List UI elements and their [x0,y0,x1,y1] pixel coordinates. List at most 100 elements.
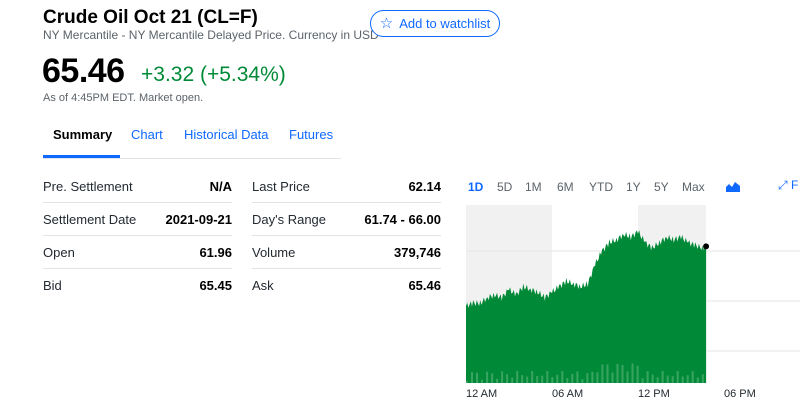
volume-bar [576,371,579,383]
volume-bar [571,373,574,383]
intraday-price-chart [466,205,800,383]
range-1y[interactable]: 1Y [626,180,641,194]
last-price-marker [703,243,710,250]
volume-bar [586,373,589,383]
range-1d[interactable]: 1D [468,180,484,194]
stat-value: 62.14 [408,178,441,194]
range-5d[interactable]: 5D [497,180,513,194]
stat-row: Last Price 62.14 [252,170,441,203]
stat-value: 379,746 [394,244,441,260]
volume-bar [591,371,594,383]
volume-bar [551,377,554,383]
volume-bar [596,372,599,383]
volume-bar [486,371,489,383]
range-ytd[interactable]: YTD [589,180,613,194]
stat-label: Day's Range [252,211,327,227]
range-1m[interactable]: 1M [525,180,542,194]
volume-bar [581,379,584,383]
stat-row: Ask 65.46 [252,269,441,302]
volume-bar [606,364,609,383]
quote-tabs: Summary Chart Historical Data Futures [43,118,341,159]
volume-bar [691,371,694,383]
stat-label: Open [43,244,75,260]
stat-label: Ask [252,278,274,293]
price-change: +3.32 (+5.34%) [141,63,286,86]
volume-bar [491,373,494,383]
volume-bar [626,371,629,383]
volume-bar [666,375,669,383]
quote-title: Crude Oil Oct 21 (CL=F) [43,7,258,28]
stat-value: 2021-09-21 [165,211,233,227]
volume-bar [701,374,704,383]
price-area [466,230,707,383]
tab-historical-data[interactable]: Historical Data [184,127,269,142]
volume-bar [646,371,649,383]
stat-value: 65.45 [199,278,232,293]
volume-bar [526,376,529,383]
range-5y[interactable]: 5Y [654,180,669,194]
volume-bar [501,371,504,383]
volume-bar [536,376,539,383]
expand-chart-button[interactable]: ⤢ F [778,178,798,193]
volume-bar [616,363,619,383]
stat-value: N/A [209,178,232,194]
tab-chart[interactable]: Chart [131,127,163,142]
star-icon: ☆ [379,15,394,32]
volume-bar [521,375,524,383]
mountain-chart-icon[interactable] [726,180,740,192]
volume-bar [481,379,483,383]
quote-subtitle: NY Mercantile - NY Mercantile Delayed Pr… [43,28,379,42]
volume-bar [676,371,679,383]
current-price: 65.46 [42,52,125,90]
volume-bar [621,365,624,383]
volume-bar [636,365,639,383]
watchlist-label: Add to watchlist [399,16,491,31]
expand-icon: ⤢ [778,178,788,192]
volume-bar [601,364,604,383]
volume-bar [651,374,654,383]
x-tick-label: 06 PM [724,388,756,400]
volume-bar [476,372,478,383]
tab-summary[interactable]: Summary [53,127,113,142]
stat-row: Pre. Settlement N/A [43,170,232,203]
volume-bar [566,378,569,383]
volume-bar [531,371,534,383]
volume-bar [546,371,549,383]
volume-bar [506,374,509,383]
stat-label: Settlement Date [43,211,137,227]
volume-bar [686,375,689,383]
x-tick-label: 06 AM [552,388,584,400]
stat-label: Bid [43,278,62,293]
range-max[interactable]: Max [682,180,705,194]
volume-bar [656,377,659,383]
stat-row: Settlement Date 2021-09-21 [43,203,232,236]
stat-value: 65.46 [408,278,441,293]
active-tab-indicator [43,155,120,158]
as-of-timestamp: As of 4:45PM EDT. Market open. [43,92,204,104]
stat-label: Last Price [252,178,310,194]
stat-row: Day's Range 61.74 - 66.00 [252,203,441,236]
volume-bar [661,371,664,383]
volume-bar [611,372,614,383]
expand-label: F [790,178,799,192]
stat-label: Pre. Settlement [43,178,133,194]
volume-bar [556,374,559,383]
stat-label: Volume [252,244,296,260]
x-tick-label: 12 AM [466,388,498,400]
volume-bar [631,363,634,383]
stat-row: Volume 379,746 [252,236,441,269]
volume-bar [641,378,644,383]
volume-bar [671,376,674,383]
stat-value: 61.96 [199,244,232,260]
volume-bar [516,371,519,383]
range-6m[interactable]: 6M [557,180,574,194]
volume-bar [511,377,514,383]
volume-bar [541,375,544,383]
x-tick-label: 12 PM [638,388,670,400]
tab-futures[interactable]: Futures [289,127,334,142]
stat-row: Open 61.96 [43,236,232,269]
stats-table-right: Last Price 62.14 Day's Range 61.74 - 66.… [252,170,441,302]
add-to-watchlist-button[interactable]: ☆ Add to watchlist [370,10,500,37]
volume-bar [696,377,699,383]
stat-row: Bid 65.45 [43,269,232,302]
